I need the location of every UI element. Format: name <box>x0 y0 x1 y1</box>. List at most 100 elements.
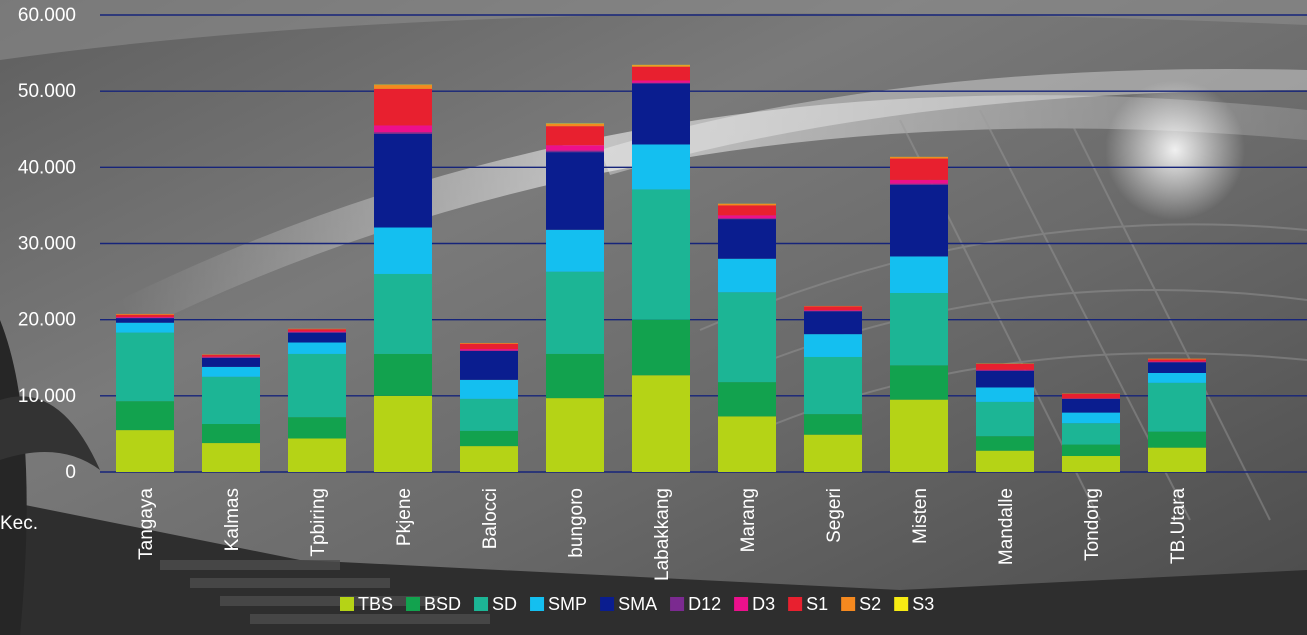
bar-segment <box>460 343 518 350</box>
bar-segment <box>288 332 346 343</box>
bar-segment <box>374 353 432 396</box>
gridlines <box>100 14 1307 473</box>
bar-segment <box>546 123 604 127</box>
bar-segment <box>1148 382 1206 432</box>
bar-segment <box>288 329 346 332</box>
bar-segment <box>976 401 1034 437</box>
bar-segment <box>546 145 604 151</box>
bar-segment <box>1148 362 1206 373</box>
category-label: Mandalle <box>996 488 1017 565</box>
bar-segment <box>804 414 862 435</box>
y-tick-label: 60.000 <box>18 5 76 26</box>
bar-segment <box>1148 361 1206 363</box>
legend-label: D3 <box>752 594 775 614</box>
bar-segment <box>804 434 862 472</box>
legend-label: D12 <box>688 594 721 614</box>
bar-segment <box>890 158 948 180</box>
bar-segment <box>1148 358 1206 360</box>
bar-segment <box>116 314 174 318</box>
bar-segment <box>976 387 1034 402</box>
bar-segment <box>976 363 1034 370</box>
bar-segment <box>718 258 776 293</box>
bar-segment <box>460 398 518 431</box>
bar-segment <box>976 436 1034 451</box>
bar-segment <box>546 152 604 230</box>
category-label: Pkjene <box>394 488 415 546</box>
legend-swatch <box>600 597 615 611</box>
bar-segment <box>890 399 948 472</box>
bar-segment <box>718 215 776 219</box>
bar-segment <box>288 342 346 354</box>
bar-stack <box>718 203 776 472</box>
bar-segment <box>718 292 776 383</box>
legend-swatch <box>530 597 545 611</box>
bar-segment <box>460 342 518 344</box>
bar-segment <box>460 349 518 351</box>
bar-segment <box>116 332 174 402</box>
y-tick-label: 30.000 <box>18 234 76 255</box>
bar-segment <box>202 424 260 444</box>
bar-segment <box>374 273 432 354</box>
bar-segment <box>202 357 260 367</box>
bar-segment <box>1062 393 1120 399</box>
bar-segment <box>1148 372 1206 383</box>
bar-segment <box>374 133 432 228</box>
bar-segment <box>202 356 260 358</box>
bar-stack <box>1148 358 1206 472</box>
legend-label: S2 <box>859 594 881 614</box>
bar-segment <box>718 382 776 417</box>
bar-segment <box>890 184 948 257</box>
bar-segment <box>632 375 690 472</box>
bar-segment <box>116 313 174 315</box>
bar-segment <box>116 317 174 318</box>
bar-segment <box>374 88 432 126</box>
x-axis-label: Kec. <box>0 513 38 534</box>
legend-swatch <box>340 597 354 611</box>
bar-segment <box>632 83 690 145</box>
bar-segment <box>718 205 776 216</box>
category-label: Segeri <box>824 488 845 543</box>
legend-label: SMA <box>618 594 657 614</box>
legend-swatch <box>841 597 856 611</box>
legend-label: SD <box>492 594 517 614</box>
bar-segment <box>116 430 174 472</box>
bar-stack <box>804 305 862 472</box>
category-label: TB.Utara <box>1168 488 1189 564</box>
category-label: Misten <box>910 488 931 544</box>
bar-segment <box>460 446 518 472</box>
bar-segment <box>804 311 862 335</box>
bar-segment <box>890 183 948 185</box>
legend-swatch <box>406 597 421 611</box>
bar-stack <box>288 328 346 472</box>
y-tick-label: 20.000 <box>18 310 76 331</box>
bar-segment <box>460 350 518 380</box>
bar-segment <box>718 416 776 472</box>
bar-segment <box>632 144 690 190</box>
bar-segment <box>632 82 690 84</box>
bar-segment <box>1062 398 1120 413</box>
bar-stack <box>1062 393 1120 472</box>
bar-segment <box>1062 412 1120 424</box>
bar-segment <box>116 318 174 323</box>
bar-stack <box>546 123 604 472</box>
y-tick-label: 0 <box>65 462 76 483</box>
bar-segment <box>1062 444 1120 457</box>
bar-segment <box>976 370 1034 388</box>
bar-segment <box>374 85 432 89</box>
category-label: Kalmas <box>222 488 243 551</box>
bar-segment <box>804 306 862 311</box>
y-tick-label: 50.000 <box>18 81 76 102</box>
bar-segment <box>804 356 862 415</box>
bar-segment <box>374 125 432 133</box>
bar-segment <box>890 293 948 366</box>
legend-swatch <box>474 597 489 611</box>
bar-stack <box>632 64 690 472</box>
bar-segment <box>202 366 260 377</box>
bar-stack <box>374 84 432 472</box>
bar-segment <box>718 218 776 220</box>
legend-swatch <box>894 597 909 611</box>
bar-segment <box>546 271 604 354</box>
bar-segment <box>546 353 604 399</box>
category-label: Balocci <box>480 488 501 549</box>
